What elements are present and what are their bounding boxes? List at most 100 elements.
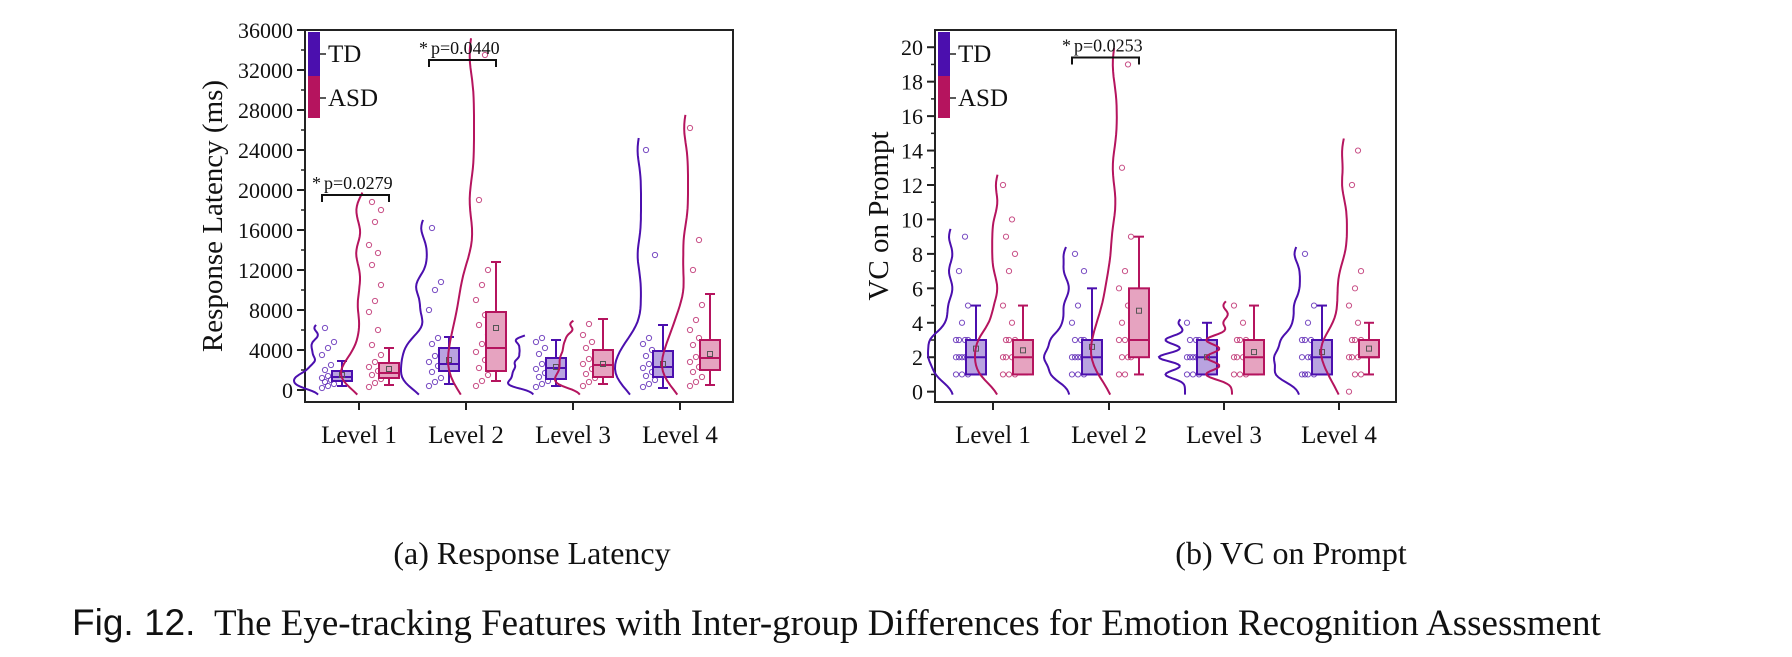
data-point: [955, 354, 963, 361]
data-point: [1354, 319, 1362, 326]
data-point: [1071, 336, 1079, 344]
data-point: [964, 302, 972, 309]
data-point: [686, 326, 694, 334]
data-point: [1005, 268, 1013, 275]
data-point: [1068, 371, 1076, 378]
data-point: [585, 355, 593, 363]
data-point: [431, 286, 439, 294]
density-curve: [446, 38, 475, 396]
data-point: [645, 334, 653, 342]
data-point: [1351, 371, 1359, 378]
data-point: [437, 278, 445, 286]
data-point: [1236, 371, 1244, 378]
data-point: [1230, 302, 1238, 309]
data-point: [1357, 268, 1365, 275]
density-curve: [1089, 47, 1118, 396]
data-point: [689, 266, 697, 274]
density-curve: [1319, 138, 1348, 396]
data-point: [535, 350, 543, 358]
legend-label-td: TD: [958, 41, 991, 68]
figure-caption-text: The Eye-tracking Features with Inter-gro…: [214, 603, 1601, 644]
mean-marker: [1366, 345, 1372, 352]
data-point: [484, 371, 492, 379]
data-point: [478, 281, 486, 289]
data-point: [1080, 268, 1088, 275]
y-tick-label: 12: [901, 173, 923, 198]
data-point: [1115, 371, 1123, 378]
data-point: [1348, 181, 1356, 189]
data-point: [1186, 354, 1194, 361]
y-tick-label: 20: [901, 35, 923, 60]
density-curve: [1042, 246, 1071, 395]
data-point: [1002, 233, 1010, 240]
legend-label-asd: ASD: [958, 85, 1008, 112]
data-point: [321, 324, 329, 332]
data-point: [374, 249, 382, 257]
data-point: [639, 340, 647, 348]
data-point: [999, 181, 1007, 189]
data-point: [1118, 164, 1126, 171]
data-point: [431, 378, 439, 386]
data-point: [999, 302, 1007, 309]
data-point: [585, 378, 593, 386]
data-point: [365, 241, 373, 249]
data-point: [330, 338, 338, 346]
data-point: [1121, 336, 1129, 344]
data-point: [642, 146, 650, 154]
x-tick-label: Level 4: [642, 422, 718, 449]
data-point: [377, 281, 385, 289]
mean-marker: [707, 351, 713, 357]
data-point: [318, 374, 326, 382]
data-point: [374, 326, 382, 334]
density-curve: [1204, 300, 1233, 395]
plot-frame: [304, 29, 734, 403]
subcaption-a: (a) Response Latency: [393, 535, 670, 571]
data-point: [475, 196, 483, 204]
data-point: [318, 351, 326, 359]
data-point: [1301, 250, 1309, 257]
data-point: [692, 316, 700, 324]
data-point: [955, 268, 963, 275]
y-tick-label: 16000: [238, 218, 293, 243]
data-point: [958, 371, 966, 378]
data-point: [695, 236, 703, 244]
mean-marker: [1251, 349, 1257, 356]
data-point: [1351, 336, 1359, 344]
significance-bracket: [1071, 56, 1140, 65]
x-tick-label: Level 2: [1071, 422, 1147, 449]
figure-caption: Fig. 12. The Eye-tracking Features with …: [72, 602, 1601, 644]
density-curve: [400, 219, 428, 396]
data-point: [538, 380, 546, 388]
data-point: [434, 334, 442, 342]
series-asd: [339, 38, 721, 396]
data-point: [428, 224, 436, 232]
data-point: [541, 344, 549, 352]
x-tick-label: Level 2: [428, 422, 504, 449]
x-tick-label: Level 1: [955, 422, 1031, 449]
data-point: [475, 364, 483, 372]
data-point: [952, 371, 960, 378]
data-point: [1298, 371, 1306, 378]
data-point: [425, 306, 433, 314]
data-point: [478, 340, 486, 348]
data-point: [321, 366, 329, 374]
mean-marker: [386, 366, 392, 372]
data-point: [532, 383, 540, 391]
data-point: [484, 266, 492, 274]
y-tick-label: 14: [901, 139, 923, 164]
data-point: [371, 379, 379, 387]
data-point: [324, 344, 332, 352]
data-point: [481, 51, 489, 59]
data-point: [431, 352, 439, 360]
significance-bracket: [321, 194, 390, 202]
mean-marker: [600, 361, 606, 367]
data-point: [698, 373, 706, 381]
data-point: [1304, 354, 1312, 361]
data-point: [368, 261, 376, 269]
data-point: [952, 336, 960, 344]
y-tick-label: 20000: [238, 178, 293, 203]
data-point: [371, 218, 379, 226]
data-point: [1345, 302, 1353, 309]
mean-marker: [493, 325, 499, 331]
data-point: [1121, 371, 1129, 378]
